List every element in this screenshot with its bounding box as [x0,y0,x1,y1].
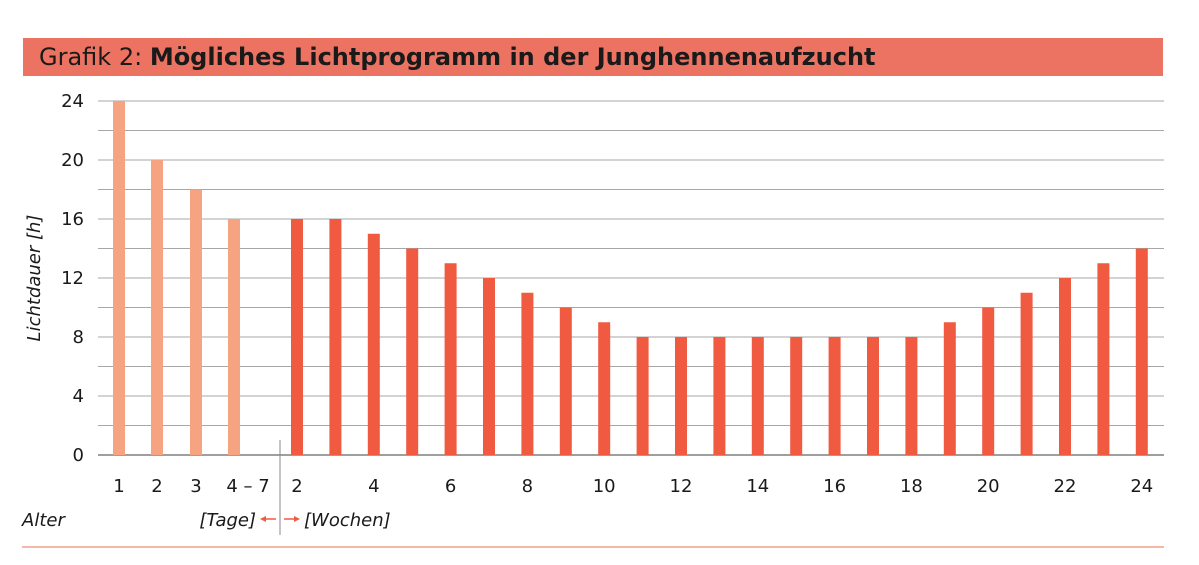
bar-woche-16 [828,337,841,455]
bar-woche-15 [790,337,803,455]
chart-title: Grafik 2: Mögliches Lichtprogramm in der… [39,42,876,72]
x-axis-label: Alter [21,510,66,531]
x-tick-label-wochen: 16 [823,476,846,497]
bar-tage-3 [190,189,202,455]
x-tick-label-tage: 4 – 7 [226,476,269,497]
y-tick-label: 4 [73,386,84,407]
y-tick-labels: 0 4 8 12 16 20 24 [61,91,84,466]
bar-woche-12 [675,337,687,455]
x-tick-label-wochen: 14 [746,476,769,497]
x-unit-tage: [Tage] [199,510,256,531]
y-tick-label: 24 [61,91,84,112]
title-bar: Grafik 2: Mögliches Lichtprogramm in der… [23,38,1163,76]
bar-woche-18 [905,337,918,455]
bar-woche-3 [329,219,342,455]
bar-woche-17 [867,337,879,455]
x-tick-label-wochen: 22 [1054,476,1077,497]
title-main: Mögliches Lichtprogramm in der Junghenne… [149,43,876,71]
title-prefix: Grafik 2: [39,43,143,71]
x-tick-label-wochen: 10 [593,476,616,497]
bar-woche-4 [367,233,380,455]
x-tick-label-wochen: 18 [900,476,923,497]
bar-woche-24 [1135,248,1148,455]
arrow-right-icon [284,516,300,522]
y-tick-label: 12 [61,268,84,289]
bar-woche-6 [444,263,457,455]
bar-woche-7 [483,278,495,455]
grid-lines [98,100,1164,456]
x-tick-label-wochen: 6 [445,476,456,497]
bar-woche-21 [1020,292,1033,455]
bar-woche-14 [751,337,764,455]
bar-woche-8 [521,292,534,455]
bar-woche-11 [636,337,649,455]
bar-woche-20 [982,307,995,455]
x-tick-label-wochen: 12 [670,476,693,497]
bar-woche-13 [713,337,726,455]
bar-woche-23 [1097,263,1110,455]
bar-woche-5 [406,248,419,455]
y-tick-label: 0 [73,445,84,466]
x-tick-label-tage: 2 [151,476,162,497]
x-tick-label-wochen: 4 [368,476,379,497]
bar-woche-2 [291,219,303,455]
bars [113,101,1148,455]
bar-tage-1 [113,101,125,455]
bar-tage-4 [228,219,240,455]
x-tick-label-wochen: 24 [1130,476,1153,497]
x-tick-label-wochen: 8 [522,476,533,497]
arrow-left-icon [260,516,276,522]
x-tick-label-tage: 1 [113,476,124,497]
bar-woche-10 [598,322,611,455]
bar-tage-2 [151,160,163,455]
x-tick-label-tage: 3 [190,476,201,497]
bar-woche-9 [559,307,572,455]
y-tick-label: 20 [61,150,84,171]
x-tick-label-wochen: 20 [977,476,1000,497]
x-unit-wochen: [Wochen] [304,510,391,531]
y-axis-label: Lichtdauer [h] [24,215,45,342]
y-tick-label: 16 [61,209,84,230]
y-tick-label: 8 [73,327,84,348]
bar-woche-19 [943,322,956,455]
x-tick-label-wochen: 2 [291,476,302,497]
bar-woche-22 [1059,278,1071,455]
